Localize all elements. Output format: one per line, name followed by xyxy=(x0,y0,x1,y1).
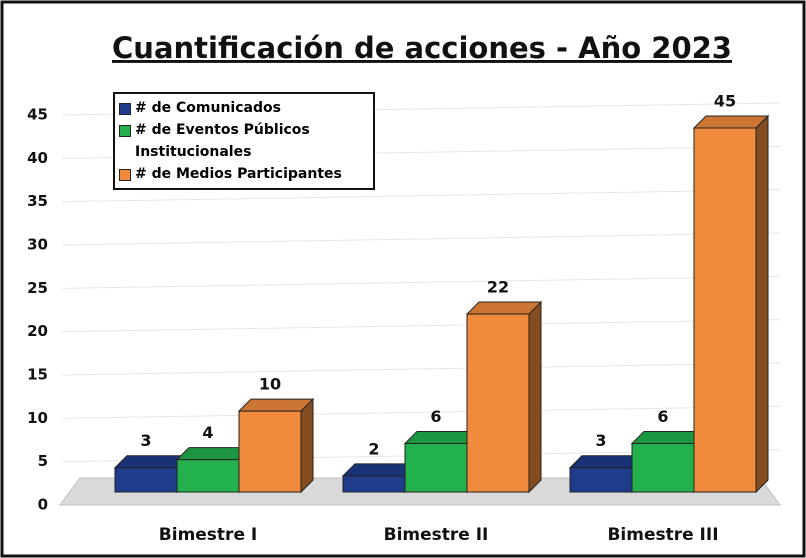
legend-label: # de Medios Participantes xyxy=(135,166,342,182)
bar-side xyxy=(300,397,314,494)
chart-title: Cuantificación de acciones - Año 2023 xyxy=(112,31,732,65)
value-label: 6 xyxy=(657,407,668,426)
bar xyxy=(341,462,419,494)
grid-line xyxy=(61,232,781,246)
bar-front xyxy=(342,475,406,493)
bar-front xyxy=(693,127,757,493)
legend-item: # de Medios Participantes xyxy=(119,163,369,185)
bar xyxy=(692,114,770,494)
x-tick-label: Bimestre I xyxy=(159,525,257,545)
bar-front xyxy=(466,313,530,493)
y-tick-label: 15 xyxy=(27,366,48,384)
bar-side xyxy=(755,114,769,494)
grid-line xyxy=(61,405,781,419)
value-label: 22 xyxy=(487,278,509,297)
value-label: 4 xyxy=(202,423,213,442)
legend-swatch xyxy=(119,103,131,115)
bar-front xyxy=(569,467,633,493)
bar xyxy=(568,454,646,494)
legend-label: # de Comunicados xyxy=(135,100,281,116)
legend: # de Comunicados # de Eventos Públicos I… xyxy=(113,92,375,190)
y-tick-label: 45 xyxy=(27,106,48,124)
y-tick-label: 5 xyxy=(38,452,48,470)
bar-side xyxy=(528,300,542,494)
bar-top xyxy=(692,115,770,129)
value-label: 45 xyxy=(714,92,736,111)
y-tick-label: 40 xyxy=(27,149,48,167)
legend-swatch xyxy=(119,169,131,181)
legend-swatch xyxy=(119,125,131,137)
legend-item: # de Eventos Públicos Institucionales xyxy=(119,119,369,163)
value-label: 2 xyxy=(368,439,379,458)
bar-front xyxy=(176,459,240,493)
y-tick-label: 25 xyxy=(27,279,48,297)
bar xyxy=(237,397,315,494)
value-label: 3 xyxy=(140,431,151,450)
grid-line xyxy=(61,319,781,333)
legend-label: # de Eventos Públicos Institucionales xyxy=(135,122,310,160)
y-tick-label: 0 xyxy=(38,496,48,514)
grid-line xyxy=(61,189,781,203)
bar-top xyxy=(237,398,315,412)
bar-front xyxy=(238,410,302,493)
y-tick-label: 35 xyxy=(27,192,48,210)
grid-line xyxy=(61,362,781,376)
bar-front xyxy=(114,467,178,493)
bar-front xyxy=(631,442,695,493)
y-tick-label: 20 xyxy=(27,322,48,340)
x-tick-label: Bimestre III xyxy=(607,525,718,545)
grid-line xyxy=(61,275,781,289)
bar-top xyxy=(465,301,543,315)
y-tick-label: 30 xyxy=(27,236,48,254)
value-label: 3 xyxy=(595,431,606,450)
bar-front xyxy=(404,442,468,493)
y-tick-label: 10 xyxy=(27,409,48,427)
value-label: 6 xyxy=(430,407,441,426)
x-tick-label: Bimestre II xyxy=(384,525,489,545)
bar xyxy=(465,300,543,494)
legend-item: # de Comunicados xyxy=(119,97,369,119)
value-label: 10 xyxy=(259,375,281,394)
